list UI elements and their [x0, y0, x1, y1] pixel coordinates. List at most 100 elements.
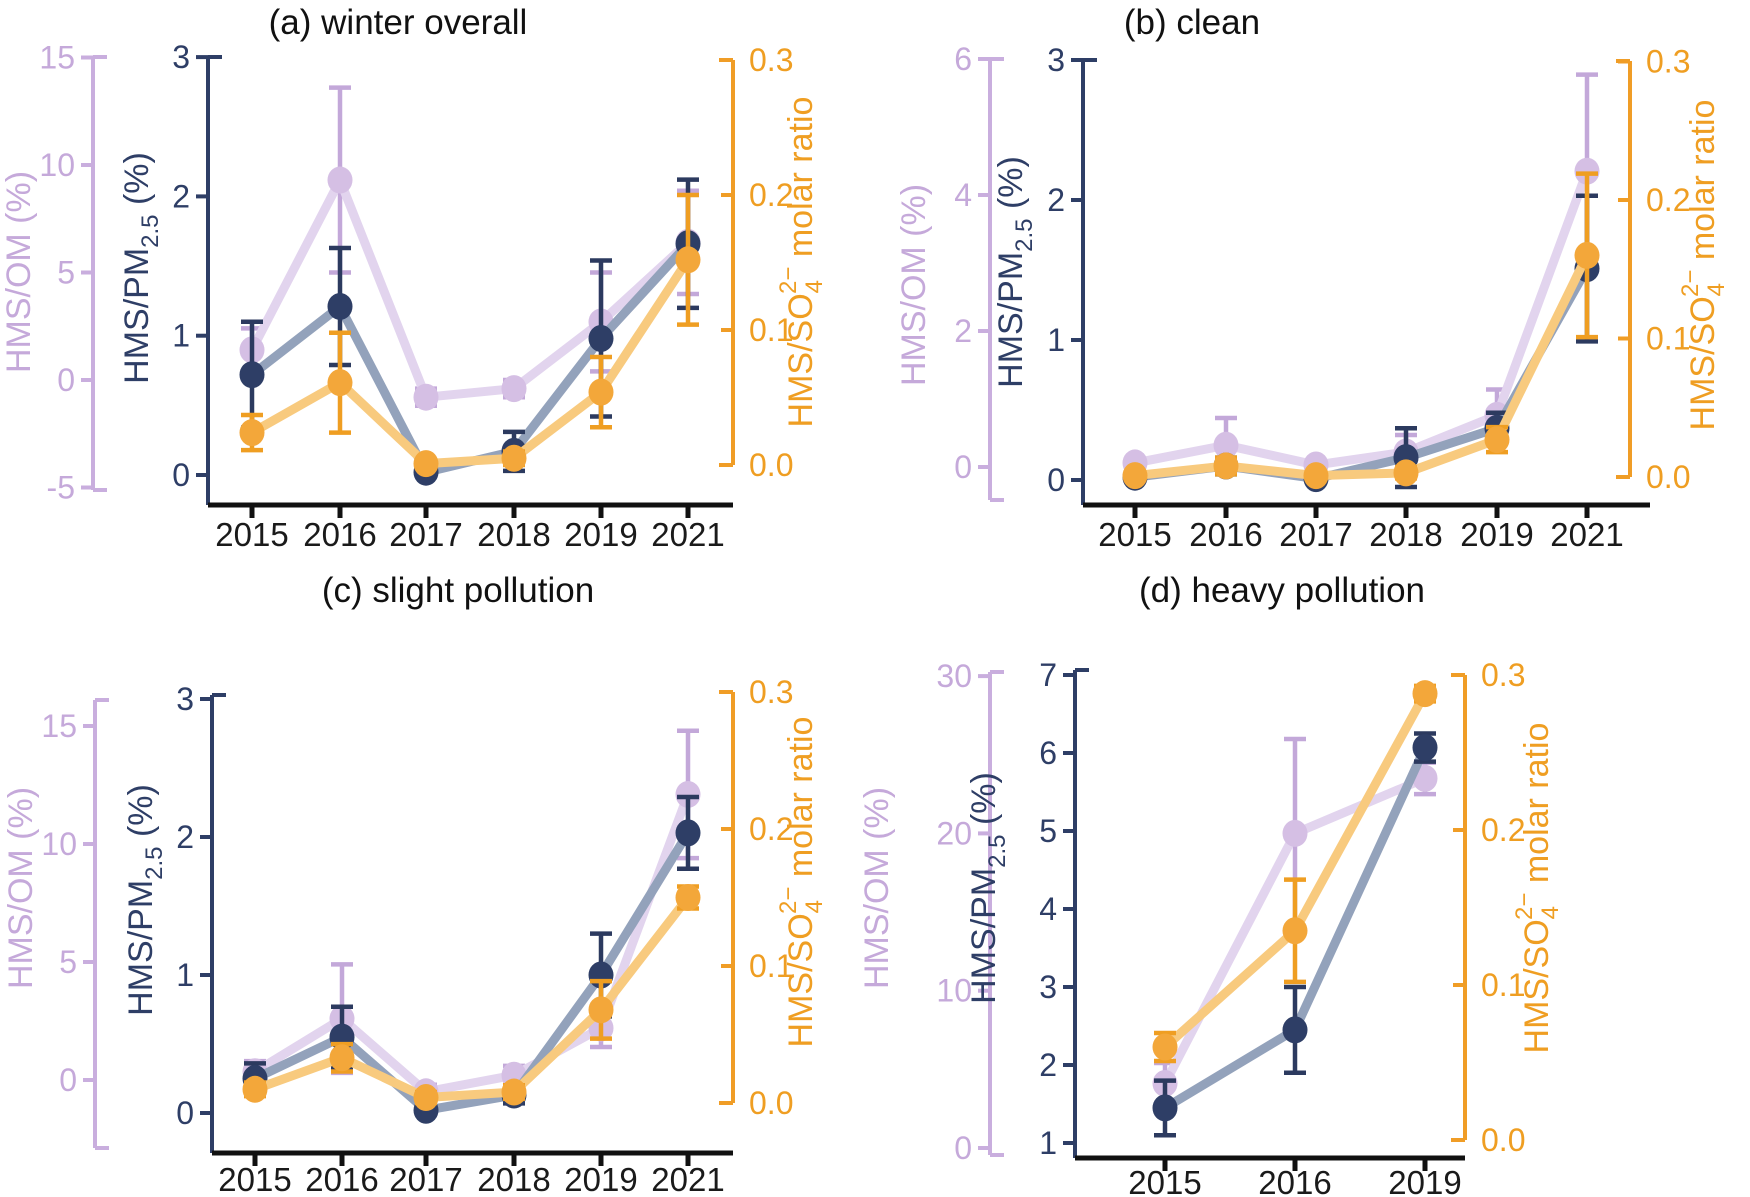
axis-left_inner-c: 3 2 1 0 HMS/PM2.5 (%) — [122, 681, 226, 1153]
panel-title: (b) clean — [1124, 3, 1260, 42]
data-point-marker-lavender — [1282, 819, 1308, 847]
data-point-marker-orange — [501, 1078, 527, 1106]
y-tick-label: 2 — [172, 178, 190, 214]
axis-label-part: 2.5 — [137, 214, 164, 247]
x-tick-label: 2016 — [1189, 516, 1262, 553]
data-point-marker-orange — [1303, 462, 1329, 490]
y-tick-label: 2 — [1039, 1047, 1057, 1083]
x-tick-label: 2019 — [564, 1161, 637, 1197]
axis-label-part: HMS/PM — [118, 248, 156, 384]
x-tick-label: 2016 — [1258, 1164, 1331, 1197]
y-tick-label: 4 — [1039, 891, 1057, 927]
panel-b: (b) clean 6 4 2 0 HMS/OM (%) 3 2 1 0 HMS/PM2.5 (%)… — [895, 3, 1730, 553]
data-point-marker-lavender — [501, 375, 527, 403]
data-point-marker-orange — [327, 369, 353, 397]
y-tick-label: 3 — [1047, 42, 1065, 78]
axis-right-d: 0.3 0.2 0.1 0.0 HMS/SO42− molar ratio — [1451, 657, 1564, 1158]
series-hms-om — [239, 85, 701, 411]
series-hms-pm25 — [239, 177, 701, 486]
axis-label-part: molar ratio — [782, 97, 820, 267]
series-line-lavender — [247, 175, 693, 402]
axis-right-c: 0.3 0.2 0.1 0.0 HMS/SO42− molar ratio — [719, 674, 828, 1121]
panel-d: (d) heavy pollution 30 20 10 0 HMS/OM (%) 7 6 5 4… — [858, 571, 1564, 1197]
x-axis-b: 2015 2016 2017 2018 2019 2021 — [1083, 502, 1650, 553]
axis-label-part: 2.5 — [984, 834, 1011, 867]
axis-label-part: 4 — [801, 280, 828, 293]
axis-label-left_inner: HMS/PM2.5 (%) — [122, 784, 168, 1016]
x-tick-label: 2016 — [303, 516, 376, 553]
axis-label-left_outer: HMS/OM (%) — [858, 787, 896, 989]
axis-right-b: 0.3 0.2 0.1 0.0 HMS/SO42− molar ratio — [1616, 44, 1730, 495]
series-line-lavender — [1130, 166, 1592, 470]
axis-label-part: HMS/SO — [1518, 919, 1556, 1053]
y-tick-label: 7 — [1039, 657, 1057, 693]
x-tick-label: 2019 — [1460, 516, 1533, 553]
x-tick-label: 2021 — [651, 516, 724, 553]
axis-label-part: HMS/PM — [992, 252, 1030, 388]
axis-label-part: 2− — [1677, 270, 1704, 297]
data-point-marker-orange — [588, 996, 614, 1024]
x-tick-label: 2015 — [1098, 516, 1171, 553]
data-point-marker-orange — [242, 1075, 268, 1103]
axis-label-part: 4 — [1537, 906, 1564, 919]
series-hms-pm25 — [242, 794, 701, 1124]
axis-label-part: (%) — [992, 156, 1030, 218]
data-point-marker-navy — [1412, 734, 1438, 762]
series-hms-om — [1122, 72, 1600, 479]
y-tick-label: 1 — [1047, 322, 1065, 358]
y-tick-label: 0.3 — [749, 674, 793, 710]
axis-label-part: (%) — [118, 152, 156, 214]
x-tick-label: 2019 — [1388, 1164, 1461, 1197]
axis-left_inner-a: 3 2 1 0 HMS/PM2.5 (%) — [118, 39, 222, 505]
y-tick-label: 0 — [954, 449, 972, 485]
y-tick-label: 0.3 — [1481, 657, 1525, 693]
y-tick-label: 2 — [1047, 182, 1065, 218]
y-tick-label: 3 — [172, 39, 190, 75]
series-line-navy — [250, 828, 693, 1115]
axis-label-part: molar ratio — [1518, 723, 1556, 893]
axis-label-part: HMS/OM (%) — [0, 171, 38, 373]
y-tick-label: 0 — [176, 1095, 194, 1131]
series-hms-so4 — [242, 884, 701, 1112]
axis-label-part: 2.5 — [141, 846, 168, 879]
data-point-marker-orange — [675, 246, 701, 274]
x-axis-a: 2015 2016 2017 2018 2019 2021 — [208, 502, 733, 553]
data-point-marker-orange — [239, 419, 265, 447]
data-point-marker-orange — [1122, 462, 1148, 490]
x-tick-label: 2021 — [1550, 516, 1623, 553]
axis-label-right: HMS/SO42− molar ratio — [1677, 100, 1730, 431]
data-point-marker-orange — [1152, 1033, 1178, 1061]
axis-left_inner-d: 7 6 5 4 3 2 1 HMS/PM2.5 (%) — [965, 657, 1089, 1161]
data-point-marker-orange — [1282, 917, 1308, 945]
axis-label-right: HMS/SO42− molar ratio — [1511, 723, 1564, 1054]
y-tick-label: 3 — [176, 681, 194, 717]
x-tick-label: 2015 — [215, 516, 288, 553]
axis-label-part: 4 — [1703, 283, 1730, 296]
y-tick-label: 0 — [59, 1062, 77, 1098]
y-tick-label: 3 — [1039, 969, 1057, 1005]
axis-label-part: 4 — [801, 900, 828, 913]
axis-left_outer-c: 15 10 5 0 HMS/OM (%) — [2, 698, 109, 1150]
y-tick-label: 0 — [954, 1130, 972, 1166]
y-tick-label: 0.0 — [1646, 459, 1690, 495]
x-axis-c: 2015 2016 2017 2018 2019 2021 — [212, 1150, 733, 1197]
y-tick-label: 6 — [954, 41, 972, 77]
y-tick-label: 0.2 — [749, 177, 793, 213]
series-line-orange — [1130, 250, 1592, 481]
x-axis-d: 2015 2016 2019 — [1075, 1155, 1465, 1197]
axis-label-right: HMS/SO42− molar ratio — [775, 97, 828, 428]
y-tick-label: 10 — [39, 147, 75, 183]
y-tick-label: 0.1 — [1646, 321, 1690, 357]
data-point-marker-orange — [1574, 241, 1600, 269]
axis-label-part: 2− — [775, 887, 802, 914]
axis-label-part: HMS/SO — [782, 913, 820, 1047]
axis-label-part: HMS/PM — [965, 868, 1003, 1004]
x-tick-label: 2015 — [1128, 1164, 1201, 1197]
axis-left_outer-d: 30 20 10 0 HMS/OM (%) — [858, 658, 1004, 1166]
axis-label-part: 2− — [1511, 893, 1538, 920]
data-point-marker-navy — [1152, 1094, 1178, 1122]
y-tick-label: 5 — [1039, 813, 1057, 849]
y-tick-label: -5 — [47, 470, 75, 506]
data-point-marker-lavender — [1574, 157, 1600, 185]
